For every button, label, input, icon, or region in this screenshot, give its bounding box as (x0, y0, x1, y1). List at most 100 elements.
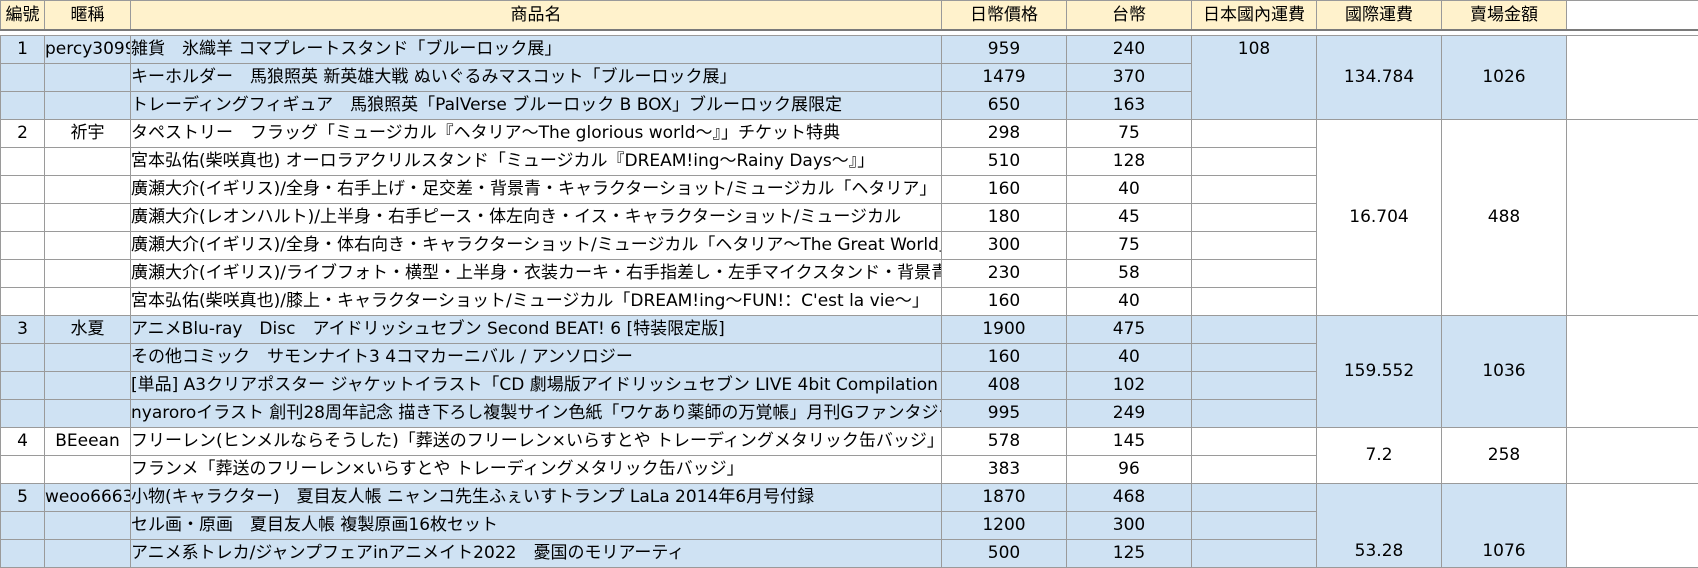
cell-twd[interactable]: 75 (1067, 120, 1192, 148)
cell-total[interactable]: 488 (1442, 120, 1567, 316)
cell-item-name[interactable]: 廣瀬大介(イギリス)/全身・体右向き・キャラクターショット/ミュージカル「ヘタリ… (131, 232, 942, 260)
cell-item-name[interactable]: 宮本弘佑(柴咲真也)/膝上・キャラクターショット/ミュージカル「DREAM!in… (131, 288, 942, 316)
cell-item-name[interactable]: 宮本弘佑(柴咲真也) オーロラアクリルスタンド「ミュージカル『DREAM!ing… (131, 148, 942, 176)
cell-item-name[interactable]: [単品] A3クリアポスター ジャケットイラスト「CD 劇場版アイドリッシュセブ… (131, 372, 942, 400)
cell-no[interactable] (1, 204, 45, 232)
cell-twd[interactable]: 40 (1067, 288, 1192, 316)
cell-no[interactable] (1, 400, 45, 428)
header-nick[interactable]: 暱稱 (45, 1, 131, 31)
cell-total[interactable]: 1026 (1442, 36, 1567, 120)
cell-total[interactable]: 258 (1442, 428, 1567, 484)
cell-jpy[interactable]: 578 (942, 428, 1067, 456)
cell-empty[interactable] (1567, 484, 1698, 568)
cell-nick[interactable]: 水夏 (45, 316, 131, 344)
cell-no[interactable]: 2 (1, 120, 45, 148)
header-jp-shipping[interactable]: 日本國內運費 (1192, 1, 1317, 31)
cell-item-name[interactable]: アニメ系トレカ/ジャンプフェアinアニメイト2022 憂国のモリアーティ (131, 540, 942, 568)
cell-no[interactable] (1, 540, 45, 568)
cell-no[interactable] (1, 288, 45, 316)
cell-empty[interactable] (1567, 120, 1698, 316)
cell-jpy[interactable]: 995 (942, 400, 1067, 428)
cell-no[interactable] (1, 148, 45, 176)
cell-jp-shipping[interactable] (1192, 288, 1317, 316)
cell-twd[interactable]: 75 (1067, 232, 1192, 260)
cell-nick[interactable] (45, 148, 131, 176)
cell-no[interactable] (1, 344, 45, 372)
header-empty[interactable] (1567, 1, 1698, 31)
cell-twd[interactable]: 370 (1067, 64, 1192, 92)
cell-jpy[interactable]: 160 (942, 344, 1067, 372)
cell-item-name[interactable]: セル画・原画 夏目友人帳 複製原画16枚セット (131, 512, 942, 540)
cell-jp-shipping[interactable] (1192, 204, 1317, 232)
cell-total[interactable]: 1036 (1442, 316, 1567, 428)
cell-nick[interactable]: BEeean (45, 428, 131, 456)
cell-jp-shipping[interactable] (1192, 540, 1317, 568)
cell-nick[interactable]: weoo666333 (45, 484, 131, 512)
cell-jpy[interactable]: 230 (942, 260, 1067, 288)
cell-intl-shipping[interactable]: 53.28 (1317, 484, 1442, 568)
cell-twd[interactable]: 300 (1067, 512, 1192, 540)
cell-twd[interactable]: 102 (1067, 372, 1192, 400)
cell-jpy[interactable]: 510 (942, 148, 1067, 176)
cell-no[interactable]: 3 (1, 316, 45, 344)
cell-nick[interactable] (45, 64, 131, 92)
cell-twd[interactable]: 163 (1067, 92, 1192, 120)
cell-nick[interactable] (45, 176, 131, 204)
cell-twd[interactable]: 240 (1067, 36, 1192, 64)
cell-jpy[interactable]: 300 (942, 232, 1067, 260)
cell-item-name[interactable]: nyaroroイラスト 創刊28周年記念 描き下ろし複製サイン色紙「ワケあり薬師… (131, 400, 942, 428)
cell-jpy[interactable]: 650 (942, 92, 1067, 120)
cell-twd[interactable]: 249 (1067, 400, 1192, 428)
cell-twd[interactable]: 96 (1067, 456, 1192, 484)
cell-jp-shipping[interactable] (1192, 232, 1317, 260)
cell-no[interactable] (1, 456, 45, 484)
cell-no[interactable]: 4 (1, 428, 45, 456)
cell-twd[interactable]: 45 (1067, 204, 1192, 232)
cell-jpy[interactable]: 1200 (942, 512, 1067, 540)
cell-nick[interactable] (45, 372, 131, 400)
cell-jp-shipping[interactable] (1192, 176, 1317, 204)
cell-no[interactable] (1, 64, 45, 92)
cell-jp-shipping[interactable] (1192, 512, 1317, 540)
header-intl-shipping[interactable]: 國際運費 (1317, 1, 1442, 31)
cell-item-name[interactable]: その他コミック サモンナイト3 4コマカーニバル / アンソロジー (131, 344, 942, 372)
cell-twd[interactable]: 125 (1067, 540, 1192, 568)
cell-jpy[interactable]: 959 (942, 36, 1067, 64)
cell-no[interactable] (1, 232, 45, 260)
cell-jp-shipping[interactable] (1192, 428, 1317, 456)
cell-no[interactable] (1, 512, 45, 540)
cell-jpy[interactable]: 160 (942, 176, 1067, 204)
cell-jp-shipping[interactable] (1192, 344, 1317, 372)
cell-intl-shipping[interactable]: 159.552 (1317, 316, 1442, 428)
header-twd[interactable]: 台幣 (1067, 1, 1192, 31)
cell-nick[interactable] (45, 456, 131, 484)
cell-jpy[interactable]: 298 (942, 120, 1067, 148)
cell-item-name[interactable]: 廣瀬大介(レオンハルト)/上半身・右手ピース・体左向き・イス・キャラクターショッ… (131, 204, 942, 232)
cell-item-name[interactable]: タペストリー フラッグ「ミュージカル『ヘタリア～The glorious wor… (131, 120, 942, 148)
header-jpy[interactable]: 日幣價格 (942, 1, 1067, 31)
header-name[interactable]: 商品名 (131, 1, 942, 31)
cell-twd[interactable]: 468 (1067, 484, 1192, 512)
cell-intl-shipping[interactable]: 7.2 (1317, 428, 1442, 484)
cell-item-name[interactable]: アニメBlu-ray Disc アイドリッシュセブン Second BEAT! … (131, 316, 942, 344)
cell-twd[interactable]: 128 (1067, 148, 1192, 176)
cell-no[interactable] (1, 372, 45, 400)
cell-twd[interactable]: 475 (1067, 316, 1192, 344)
cell-empty[interactable] (1567, 428, 1698, 484)
cell-item-name[interactable]: キーホルダー 馬狼照英 新英雄大戦 ぬいぐるみマスコット「ブルーロック展」 (131, 64, 942, 92)
cell-nick[interactable]: 祈宇 (45, 120, 131, 148)
cell-item-name[interactable]: 小物(キャラクター) 夏目友人帳 ニャンコ先生ふぇいすトランプ LaLa 201… (131, 484, 942, 512)
cell-jp-shipping[interactable]: 108 (1192, 36, 1317, 120)
cell-item-name[interactable]: 廣瀬大介(イギリス)/全身・右手上げ・足交差・背景青・キャラクターショット/ミュ… (131, 176, 942, 204)
cell-total[interactable]: 1076 (1442, 484, 1567, 568)
cell-nick[interactable]: percy3099 (45, 36, 131, 64)
cell-twd[interactable]: 145 (1067, 428, 1192, 456)
header-no[interactable]: 編號 (1, 1, 45, 31)
cell-no[interactable] (1, 260, 45, 288)
cell-jp-shipping[interactable] (1192, 148, 1317, 176)
cell-no[interactable]: 1 (1, 36, 45, 64)
cell-nick[interactable] (45, 92, 131, 120)
cell-twd[interactable]: 40 (1067, 176, 1192, 204)
cell-empty[interactable] (1567, 36, 1698, 120)
cell-nick[interactable] (45, 288, 131, 316)
